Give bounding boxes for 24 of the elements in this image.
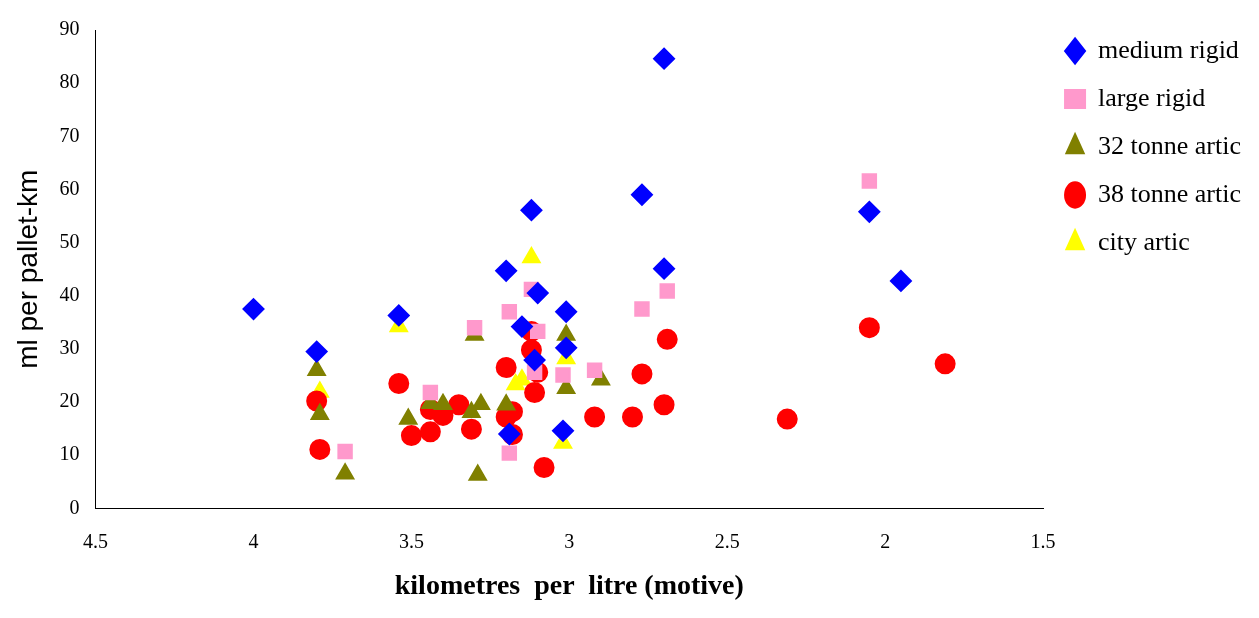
x-tick-label: 1.5 xyxy=(1030,529,1056,552)
x-tick-label: 3.5 xyxy=(398,529,424,552)
legend-label: large rigid xyxy=(1098,82,1206,112)
y-tick-label: 40 xyxy=(59,283,80,306)
y-tick-label: 90 xyxy=(59,17,80,40)
y-tick-label: 0 xyxy=(69,495,80,518)
y-tick-label: 30 xyxy=(59,336,80,359)
x-tick-label: 3 xyxy=(564,529,575,552)
x-axis-title: kilometres per litre (motive) xyxy=(394,569,744,601)
y-tick-label: 50 xyxy=(59,229,80,252)
legend-label: city artic xyxy=(1098,226,1190,256)
y-tick-label: 70 xyxy=(59,123,80,146)
x-tick-label: 4 xyxy=(248,529,259,552)
y-tick-label: 60 xyxy=(59,176,80,199)
legend-label: 32 tonne artic xyxy=(1098,130,1241,160)
x-tick-label: 2 xyxy=(880,529,891,552)
y-tick-label: 20 xyxy=(59,389,80,412)
legend-label: 38 tonne artic xyxy=(1098,178,1241,208)
y-axis-title: ml per pallet-km xyxy=(11,169,43,369)
y-tick-label: 10 xyxy=(59,442,80,465)
y-tick-label: 80 xyxy=(59,70,80,93)
x-tick-label: 2.5 xyxy=(714,529,740,552)
legend-label: medium rigid xyxy=(1098,34,1239,64)
x-tick-label: 4.5 xyxy=(83,529,109,552)
